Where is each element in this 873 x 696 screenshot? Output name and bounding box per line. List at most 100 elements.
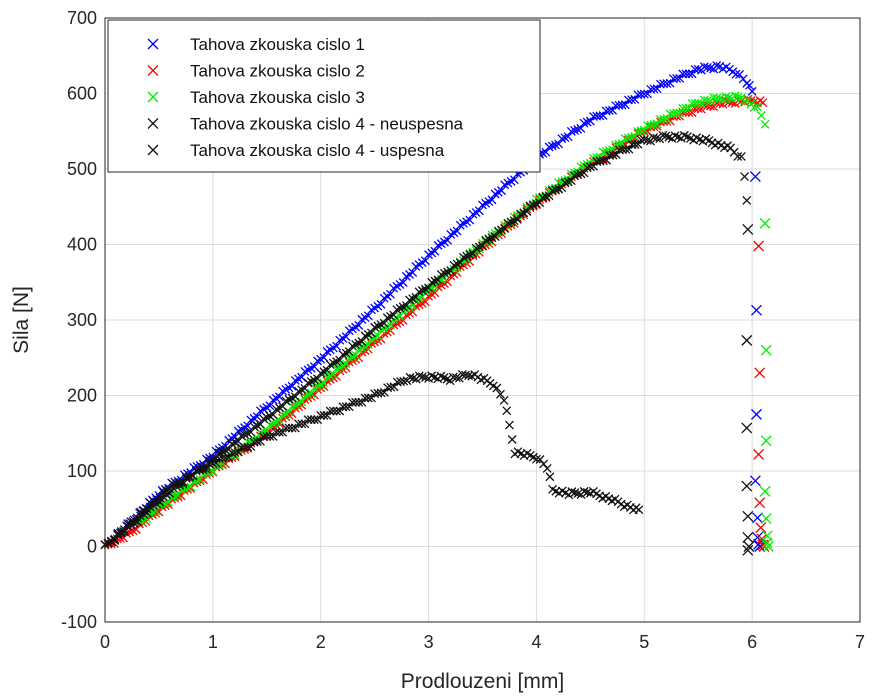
data-point (399, 376, 409, 386)
y-tick-label: 300 (67, 310, 97, 330)
data-point (761, 537, 773, 549)
data-point (760, 344, 772, 356)
data-point (354, 397, 364, 407)
data-point (252, 437, 262, 447)
data-point (408, 268, 418, 278)
data-point (306, 388, 316, 398)
data-point (376, 388, 386, 398)
data-point (322, 410, 332, 420)
data-point (608, 150, 618, 160)
data-point (414, 371, 424, 381)
data-point (687, 108, 697, 118)
legend: Tahova zkouska cislo 1 Tahova zkouska cis… (107, 19, 541, 173)
data-point (306, 415, 316, 425)
data-point (730, 91, 740, 101)
data-point (652, 119, 662, 129)
y-tick-label: 600 (67, 84, 97, 104)
legend-entry: Tahova zkouska cislo 1 (190, 35, 365, 54)
data-point (294, 419, 303, 429)
data-point (300, 419, 310, 429)
data-point (357, 397, 367, 407)
data-point (733, 92, 743, 102)
data-point (367, 393, 376, 403)
data-point (570, 125, 579, 135)
data-series (100, 61, 774, 556)
data-point (604, 106, 614, 116)
data-point (230, 448, 240, 458)
data-point (547, 141, 557, 151)
legend-entry: Tahova zkouska cislo 4 - neuspesna (190, 115, 464, 134)
data-point (221, 453, 231, 463)
legend-entry: Tahova zkouska cislo 2 (190, 62, 365, 81)
data-point (672, 108, 682, 118)
data-point (672, 73, 682, 83)
data-point (185, 471, 195, 481)
x-tick-label: 3 (424, 632, 434, 652)
data-point (736, 152, 746, 161)
data-point (662, 114, 672, 124)
data-point (598, 111, 608, 120)
data-point (681, 103, 691, 113)
data-point (443, 277, 453, 287)
data-point (335, 406, 345, 416)
data-point (542, 463, 552, 473)
data-point (357, 337, 367, 346)
x-tick-label: 0 (100, 632, 110, 652)
data-point (297, 419, 307, 429)
data-point (750, 304, 762, 316)
data-point (328, 406, 338, 416)
data-point (702, 96, 712, 106)
data-point (275, 392, 284, 402)
data-point (465, 215, 475, 225)
data-point (579, 118, 589, 128)
x-tick-label: 6 (747, 632, 757, 652)
data-point (753, 538, 765, 550)
data-point (451, 373, 461, 383)
data-point (507, 435, 517, 444)
data-point (753, 240, 765, 252)
data-point (233, 447, 243, 457)
data-point (313, 415, 323, 425)
data-point (602, 155, 611, 165)
data-point (589, 161, 599, 171)
data-point (319, 410, 329, 420)
data-point (652, 84, 662, 94)
data-point (110, 534, 120, 544)
data-point (363, 393, 373, 403)
data-point (731, 69, 741, 79)
data-point (744, 80, 754, 90)
data-point (379, 387, 389, 397)
data-point (354, 320, 364, 330)
data-point (188, 471, 198, 481)
y-axis-ticks: -100 0 100 200 300 400 500 600 700 (61, 8, 97, 632)
legend-entry: Tahova zkouska cislo 4 - uspesna (190, 141, 445, 160)
data-point (408, 373, 418, 383)
data-point (544, 142, 554, 152)
data-point (509, 175, 519, 185)
data-point (659, 114, 669, 124)
x-tick-label: 7 (855, 632, 865, 652)
data-point (639, 89, 649, 99)
y-tick-label: -100 (61, 612, 97, 632)
data-point (760, 119, 770, 129)
data-point (452, 226, 462, 236)
data-point (742, 195, 752, 205)
y-tick-label: 100 (67, 461, 97, 481)
legend-marker (147, 38, 159, 50)
data-point (430, 246, 440, 256)
data-point (398, 278, 408, 287)
data-point (211, 458, 221, 468)
data-point (545, 472, 555, 482)
data-point (756, 111, 766, 121)
data-point (281, 423, 291, 433)
data-point (132, 513, 142, 523)
data-point (620, 100, 630, 110)
data-point (566, 126, 576, 136)
data-point (165, 484, 175, 494)
data-point (265, 431, 275, 441)
data-point (679, 130, 689, 140)
data-point (724, 93, 734, 103)
data-point (749, 103, 759, 112)
data-point (742, 223, 754, 235)
